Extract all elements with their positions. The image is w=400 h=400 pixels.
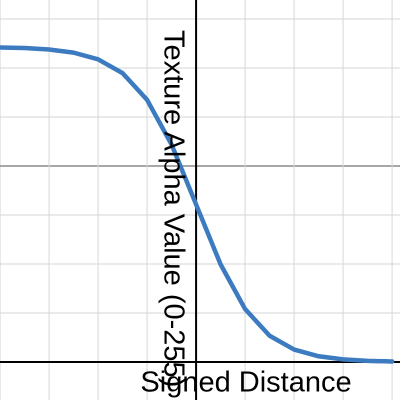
curve [0,45,395,364]
y-axis-label: Texture Alpha Value (0-255) [157,30,189,387]
plot [0,45,395,364]
x-axis-label: Signed Distance [140,367,351,399]
